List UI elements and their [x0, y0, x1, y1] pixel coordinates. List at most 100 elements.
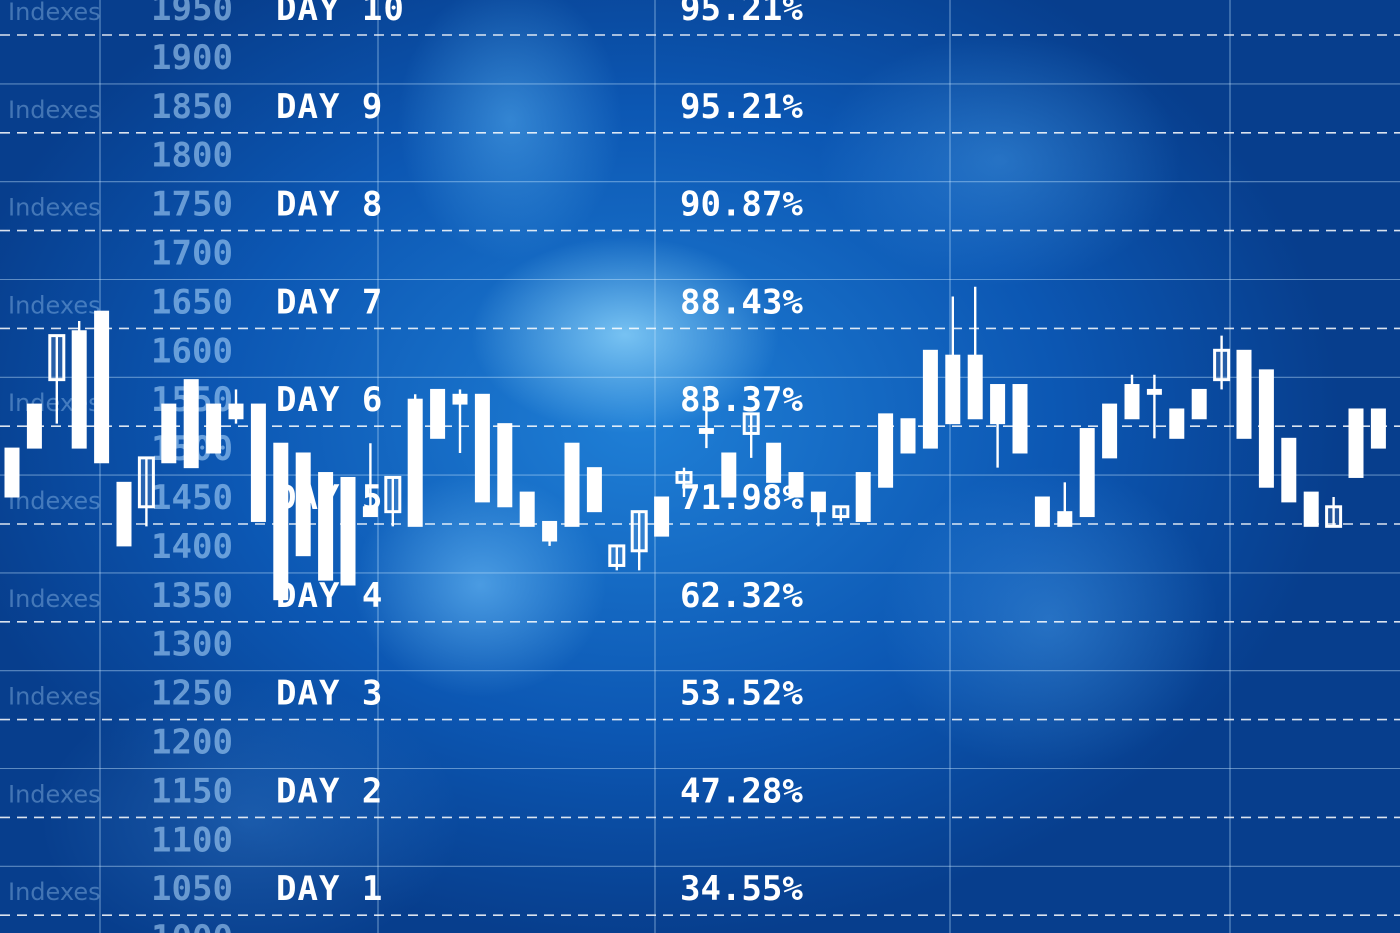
candlestick [1057, 482, 1073, 527]
candle-body [48, 334, 66, 382]
candle-body [878, 413, 894, 488]
candlestick [340, 476, 356, 586]
percent-value: 71.98% [680, 478, 803, 518]
candle-body [698, 428, 714, 434]
candlestick [922, 349, 938, 449]
candle-body [654, 496, 670, 537]
candlestick [1348, 408, 1364, 478]
scale-tick-label: 1350 [151, 576, 233, 616]
candle-body [497, 423, 513, 508]
candlestick [94, 310, 110, 464]
candle-body [407, 398, 423, 527]
candlestick [71, 320, 87, 449]
candle-body [273, 442, 289, 601]
candle-body [630, 510, 648, 553]
candle-body [452, 393, 468, 405]
scale-tick-label: 1750 [151, 185, 233, 225]
scale-tick-label: 1600 [151, 331, 233, 371]
candle-body [1236, 349, 1252, 439]
candlestick [273, 442, 289, 601]
candlestick [542, 520, 558, 546]
candlestick [26, 403, 42, 449]
index-label: Indexes [8, 291, 101, 319]
candle-body [1281, 437, 1297, 503]
candle-body [1169, 408, 1185, 439]
candlestick [788, 472, 804, 498]
day-label: DAY 7 [276, 282, 383, 322]
candle-body [26, 403, 42, 449]
candle-body [116, 481, 132, 547]
candle-body [788, 472, 804, 498]
candle-body [318, 472, 334, 581]
candlestick [295, 452, 311, 557]
candle-body [675, 471, 693, 484]
candle-body [1057, 511, 1073, 527]
index-label: Indexes [8, 194, 101, 222]
candlestick [1258, 369, 1274, 488]
candle-body [183, 379, 199, 469]
candlestick [586, 467, 602, 513]
scale-tick-label: 1450 [151, 478, 233, 518]
scale-tick-label: 1700 [151, 234, 233, 274]
candle-body [4, 447, 20, 498]
candlestick [519, 491, 535, 527]
candle-body [519, 491, 535, 527]
candle-body [161, 403, 177, 464]
percent-value: 83.37% [680, 380, 803, 420]
candle-body [94, 310, 110, 464]
candle-body [250, 403, 266, 522]
candlestick [608, 544, 626, 571]
day-label: DAY 9 [276, 87, 383, 127]
candle-body [137, 456, 155, 509]
candle-body [1303, 491, 1319, 527]
candlestick [161, 403, 177, 464]
candle-body [384, 475, 402, 514]
day-label: DAY 3 [276, 674, 383, 714]
candlestick [452, 389, 468, 453]
percent-value: 47.28% [680, 771, 803, 811]
percent-value: 88.43% [680, 282, 803, 322]
candle-body [340, 476, 356, 586]
day-label: DAY 6 [276, 380, 383, 420]
scale-tick-label: 1950 [151, 0, 233, 29]
scale-tick-label: 1650 [151, 282, 233, 322]
scale-tick-label: 1100 [151, 820, 233, 860]
candlestick [1213, 335, 1231, 390]
candle-body [542, 520, 558, 542]
scale-tick-label: 1400 [151, 527, 233, 567]
index-label: Indexes [8, 487, 101, 515]
percent-value: 53.52% [680, 674, 803, 714]
index-label: Indexes [8, 0, 101, 26]
candlestick [1303, 491, 1319, 527]
candlestick [430, 388, 446, 439]
candlestick [564, 442, 580, 527]
candlestick [1169, 408, 1185, 439]
candlestick [810, 491, 826, 527]
candlestick [675, 467, 693, 497]
candlestick [721, 452, 737, 498]
candlestick [1034, 496, 1050, 527]
scale-tick-label: 1000 [151, 918, 233, 933]
candle-body [1102, 403, 1118, 459]
candle-body [1079, 428, 1095, 518]
scale-tick-label: 1050 [151, 869, 233, 909]
candlestick [900, 418, 916, 454]
candle-body [922, 349, 938, 449]
scale-tick-label: 1250 [151, 674, 233, 714]
candle-body [228, 403, 244, 420]
candle-body [855, 472, 871, 522]
index-label: Indexes [8, 878, 101, 906]
candle-body [721, 452, 737, 498]
candlestick [4, 447, 20, 498]
candlestick [878, 413, 894, 488]
scale-tick-label: 1850 [151, 87, 233, 127]
candle-body [945, 354, 961, 425]
candlestick [228, 389, 244, 424]
index-label: Indexes [8, 780, 101, 808]
candle-body [564, 442, 580, 527]
candle-body [1370, 408, 1386, 449]
percent-value: 95.21% [680, 87, 803, 127]
candlestick [1079, 428, 1095, 518]
